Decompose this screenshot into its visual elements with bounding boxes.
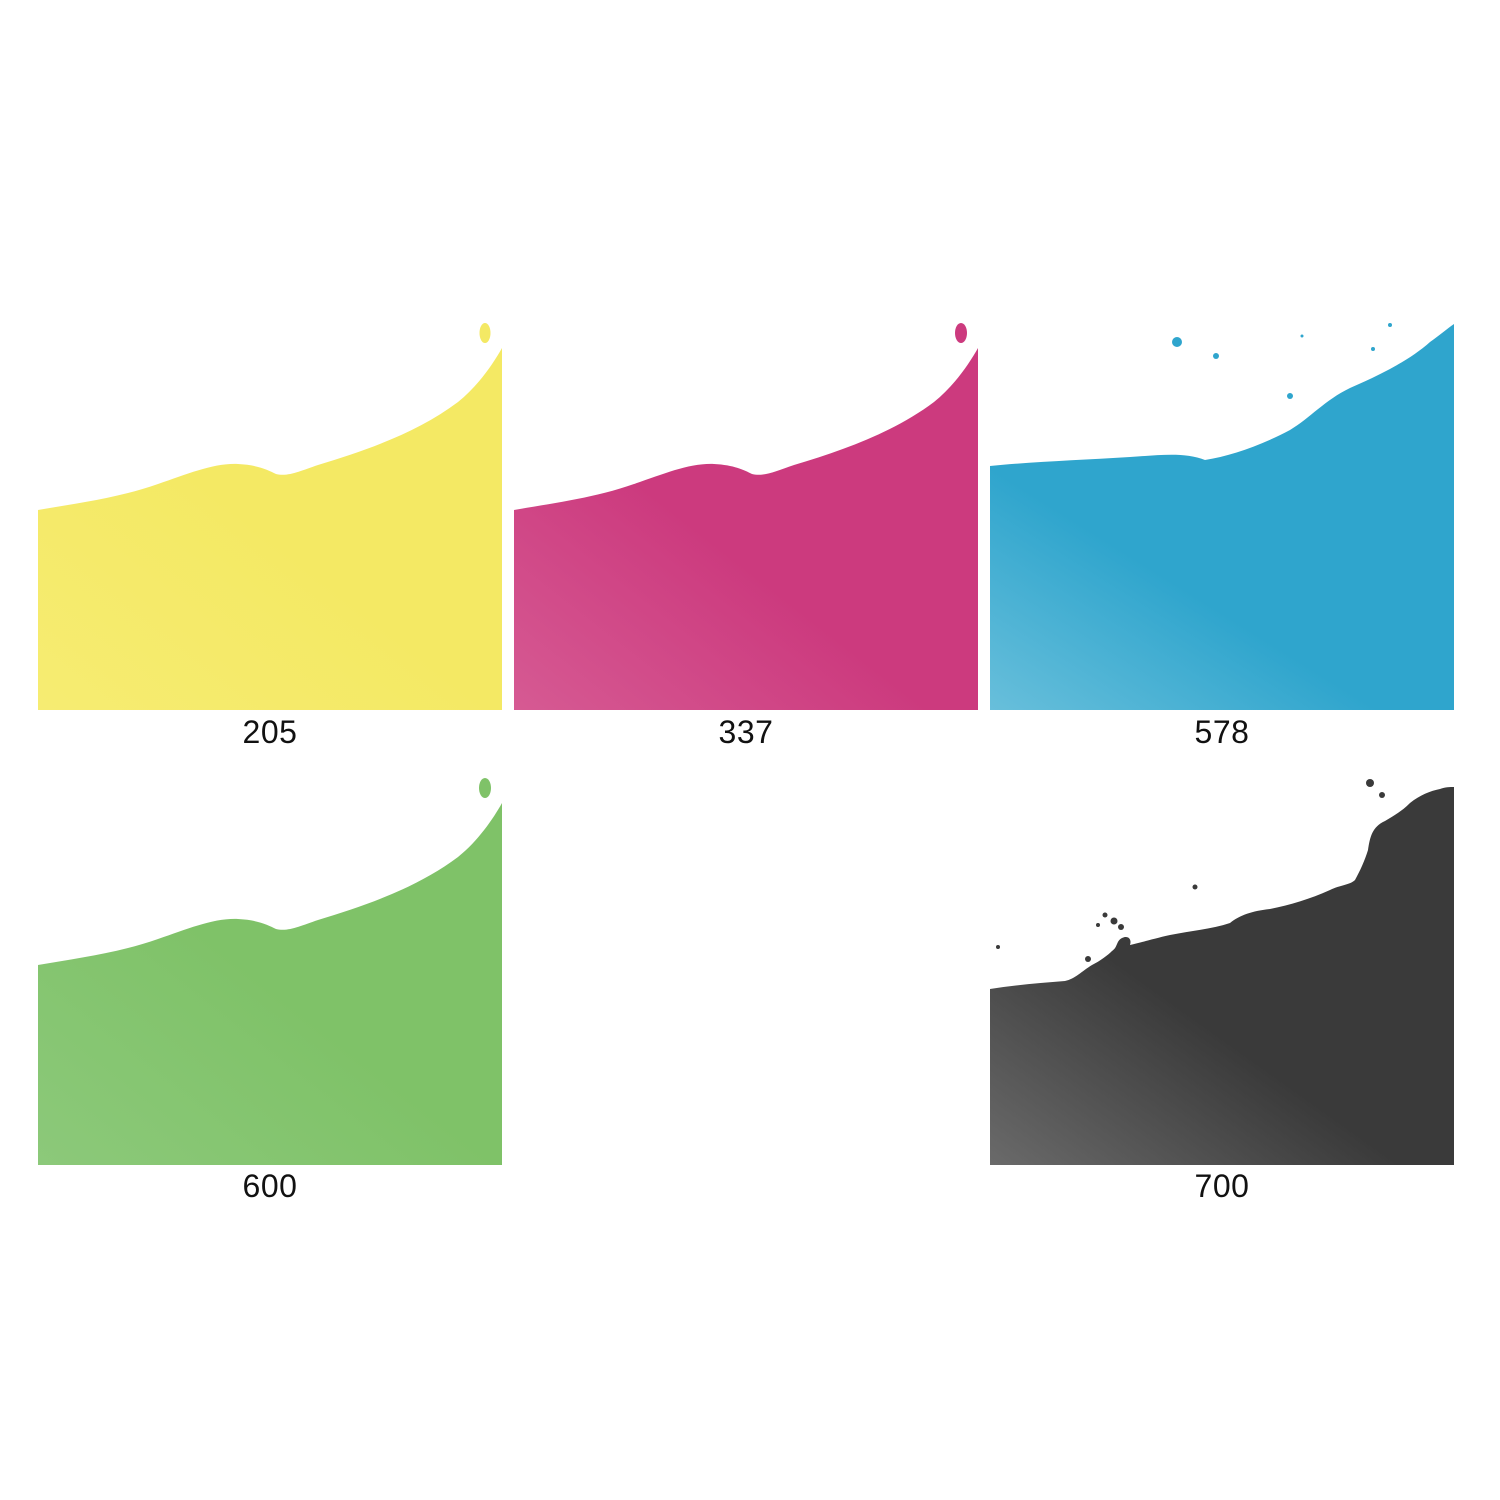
ink-splatter (1172, 337, 1182, 347)
ink-splatter (1379, 792, 1385, 798)
ink-splatter (1371, 347, 1375, 351)
swatch-green (38, 775, 502, 1165)
ink-drop (479, 778, 491, 798)
ink-wash-green (38, 778, 502, 1165)
color-code-label: 578 (1194, 714, 1250, 750)
color-code-label: 337 (718, 714, 774, 750)
ink-splatter (1213, 353, 1219, 359)
ink-splatter (1192, 884, 1198, 890)
ink-splatter (1366, 779, 1374, 787)
ink-splatter (1388, 323, 1392, 327)
ink-wash-yellow (38, 323, 502, 710)
ink-splatter (1287, 393, 1293, 399)
ink-drop (479, 323, 491, 343)
swatch-cyan (990, 320, 1454, 710)
ink-area (514, 348, 978, 710)
color-code-label: 205 (242, 714, 298, 750)
ink-area (38, 803, 502, 1165)
ink-splatter (996, 945, 1000, 949)
color-code-label: 700 (1194, 1168, 1250, 1204)
ink-wash-black (990, 779, 1454, 1165)
ink-area (38, 348, 502, 710)
ink-splatter (1300, 334, 1304, 338)
ink-splatter (1096, 923, 1100, 927)
ink-splatter (1110, 917, 1118, 925)
swatch-black (990, 775, 1454, 1165)
swatch-yellow (38, 320, 502, 710)
ink-splatter (1085, 956, 1091, 962)
ink-area (990, 324, 1454, 710)
swatch-magenta (514, 320, 978, 710)
ink-wash-magenta (514, 323, 978, 710)
color-code-label: 600 (242, 1168, 298, 1204)
ink-splatter (1102, 912, 1108, 918)
ink-wash-cyan (990, 323, 1454, 710)
ink-area (990, 787, 1454, 1165)
ink-drop (955, 323, 967, 343)
ink-splatter (1118, 924, 1124, 930)
